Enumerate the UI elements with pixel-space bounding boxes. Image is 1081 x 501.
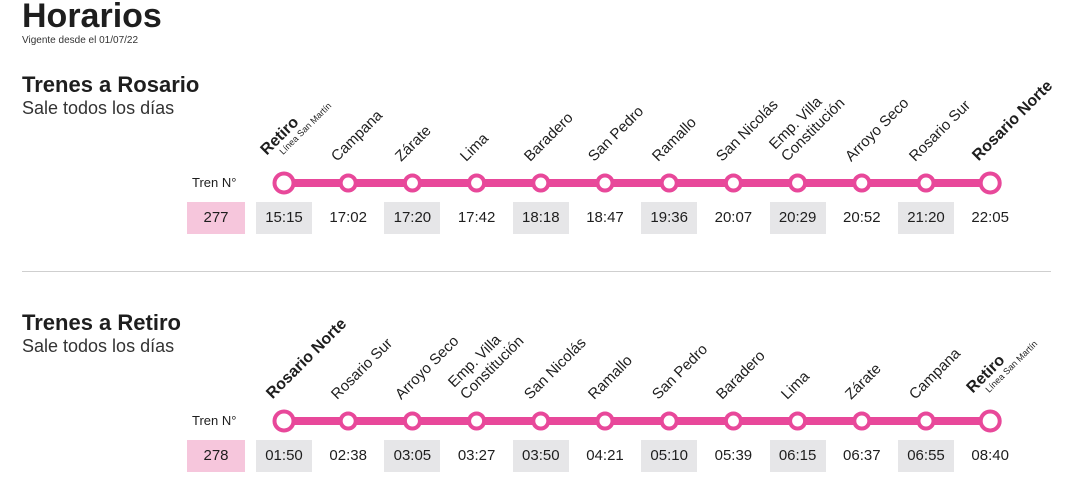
section-to-retiro: Trenes a Retiro Sale todos los días Tren N…	[0, 0, 1081, 472]
station-dot	[723, 173, 743, 193]
departure-time: 20:07	[714, 209, 753, 226]
station-dot	[595, 411, 615, 431]
station-name: Arroyo Seco	[392, 332, 463, 403]
departure-time: 06:15	[769, 440, 826, 472]
station-label: Zárate	[842, 360, 885, 403]
departure-time: 20:52	[843, 209, 881, 226]
station-dot	[916, 173, 936, 193]
station-label: Baradero	[713, 347, 769, 403]
departure-time: 05:39	[714, 447, 753, 464]
station-dot	[531, 411, 551, 431]
station-label: Emp. Villa Constitución	[445, 321, 527, 403]
departure-time: 18:18	[512, 202, 569, 234]
station-label: Rosario Sur	[328, 335, 396, 403]
station-dot	[852, 173, 872, 193]
station-dot	[852, 411, 872, 431]
station-name: Ramallo	[584, 352, 636, 403]
station-dot	[916, 411, 936, 431]
station-dot	[402, 173, 422, 193]
departure-time: 03:05	[384, 440, 441, 472]
page-subtitle: Vigente desde el 01/07/22	[22, 35, 139, 46]
train-number: 277	[187, 202, 245, 234]
station-name: Rosario Sur	[328, 334, 397, 403]
route-line	[272, 409, 1002, 433]
section-divider	[22, 271, 1051, 272]
station-label: Lima	[778, 368, 813, 403]
departure-time: 06:55	[898, 440, 954, 472]
station-label: Arroyo Seco	[392, 333, 462, 403]
train-number-label: Tren N°	[192, 413, 237, 428]
station-name: San Pedro	[649, 340, 712, 403]
departure-time: 03:50	[512, 440, 569, 472]
departure-time: 05:10	[641, 440, 698, 472]
departure-time: 17:02	[329, 209, 367, 226]
departure-time: 21:20	[898, 202, 954, 234]
departure-time: 06:37	[843, 447, 881, 464]
station-dot	[978, 409, 1002, 433]
station-dot	[338, 411, 358, 431]
section-title: Trenes a Rosario	[22, 72, 200, 97]
station-dot	[788, 173, 808, 193]
station-dot	[531, 173, 551, 193]
departure-time: 02:38	[329, 447, 367, 464]
station-label: Ramallo	[585, 352, 636, 403]
train-number-label: Tren N°	[192, 175, 237, 190]
station-dot	[788, 411, 808, 431]
station-name: Baradero	[713, 347, 770, 403]
departure-time: 04:21	[586, 447, 624, 464]
section-subtitle: Sale todos los días	[22, 336, 175, 356]
station-dot	[272, 171, 296, 195]
departure-time: 15:15	[256, 202, 312, 234]
departure-time: 18:47	[586, 209, 624, 226]
departure-time: 22:05	[971, 209, 1009, 226]
station-dot	[467, 411, 487, 431]
departure-time: 08:40	[971, 447, 1009, 464]
station-dot	[272, 409, 296, 433]
section-title: Trenes a Retiro	[22, 310, 181, 335]
section-to-rosario: Trenes a Rosario Sale todos los días Tren …	[0, 0, 1081, 234]
station-dot	[595, 173, 615, 193]
station-dot	[723, 411, 743, 431]
station-label: Campana	[906, 345, 964, 403]
route-line	[272, 171, 1002, 195]
page-title: Horarios	[22, 0, 162, 35]
departure-time: 19:36	[641, 202, 698, 234]
station-dot	[659, 173, 679, 193]
station-name: Campana	[905, 344, 964, 403]
station-label: San Nicolás	[521, 334, 590, 403]
station-dot	[338, 173, 358, 193]
departure-time: 01:50	[256, 440, 312, 472]
station-dot	[402, 411, 422, 431]
departure-time: 20:29	[769, 202, 826, 234]
station-dot	[659, 411, 679, 431]
station-label: San Pedro	[649, 341, 711, 403]
station-name: Lima	[777, 367, 813, 403]
departure-time: 17:42	[457, 209, 496, 226]
station-label: Retiro Línea San Martín	[964, 327, 1040, 403]
station-name: Zárate	[841, 360, 885, 403]
station-dot	[978, 171, 1002, 195]
departure-time: 03:27	[457, 447, 496, 464]
departure-time: 17:20	[384, 202, 441, 234]
station-dot	[467, 173, 487, 193]
train-number: 278	[187, 440, 245, 472]
section-subtitle: Sale todos los días	[22, 98, 175, 118]
station-name: San Nicolás	[520, 334, 590, 403]
